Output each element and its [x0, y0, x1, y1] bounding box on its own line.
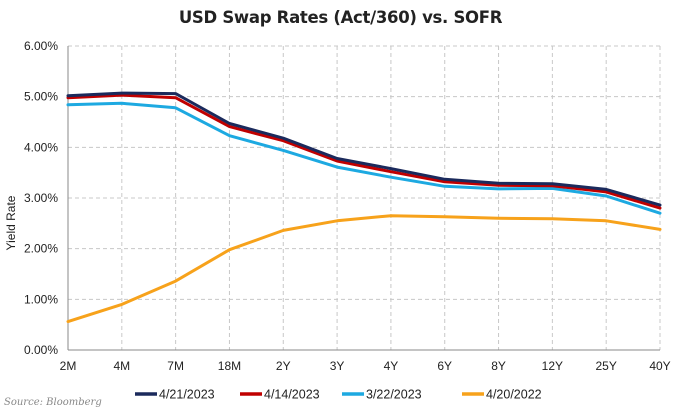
y-tick-label: 4.00% — [24, 140, 58, 154]
y-tick-label: 2.00% — [24, 242, 58, 256]
y-tick-label: 6.00% — [24, 39, 58, 53]
y-tick-label: 0.00% — [24, 343, 58, 357]
series-line-2 — [66, 101, 662, 215]
x-tick-label: 12Y — [542, 359, 563, 373]
x-tick-label: 25Y — [596, 359, 617, 373]
x-tick-label: 6Y — [437, 359, 452, 373]
x-tick-label: 4Y — [384, 359, 399, 373]
y-axis-label: Yield Rate — [4, 195, 18, 250]
source-note: Source: Bloomberg — [4, 397, 102, 408]
x-tick-label: 4M — [113, 359, 130, 373]
series-lines — [66, 91, 662, 324]
x-tick-label: 7M — [167, 359, 184, 373]
legend: 4/21/2023 4/14/2023 3/22/2023 4/20/2022 — [135, 388, 542, 402]
gridlines — [68, 45, 661, 350]
y-tick-label: 1.00% — [24, 292, 58, 306]
chart-title: USD Swap Rates (Act/360) vs. SOFR — [178, 8, 503, 27]
x-tick-label: 18M — [218, 359, 241, 373]
series-line-1 — [66, 93, 662, 210]
legend-label: 4/20/2022 — [486, 388, 542, 402]
x-tick-label: 40Y — [649, 359, 670, 373]
legend-item: 4/20/2022 — [462, 388, 542, 402]
legend-item: 4/14/2023 — [240, 388, 320, 402]
x-tick-label: 3Y — [330, 359, 345, 373]
legend-label: 4/14/2023 — [264, 388, 320, 402]
series-line-0 — [66, 91, 662, 207]
legend-label: 4/21/2023 — [159, 388, 215, 402]
tick-labels: 0.00% 1.00% 2.00% 3.00% 4.00% 5.00% 6.00% 2M 4M 7… — [24, 39, 671, 373]
x-tick-label: 2M — [60, 359, 77, 373]
legend-label: 3/22/2023 — [366, 388, 422, 402]
series-line-3 — [66, 214, 662, 324]
y-tick-label: 5.00% — [24, 90, 58, 104]
legend-item: 4/21/2023 — [135, 388, 215, 402]
legend-item: 3/22/2023 — [342, 388, 422, 402]
x-tick-label: 2Y — [276, 359, 291, 373]
y-tick-label: 3.00% — [24, 191, 58, 205]
x-tick-label: 8Y — [491, 359, 506, 373]
